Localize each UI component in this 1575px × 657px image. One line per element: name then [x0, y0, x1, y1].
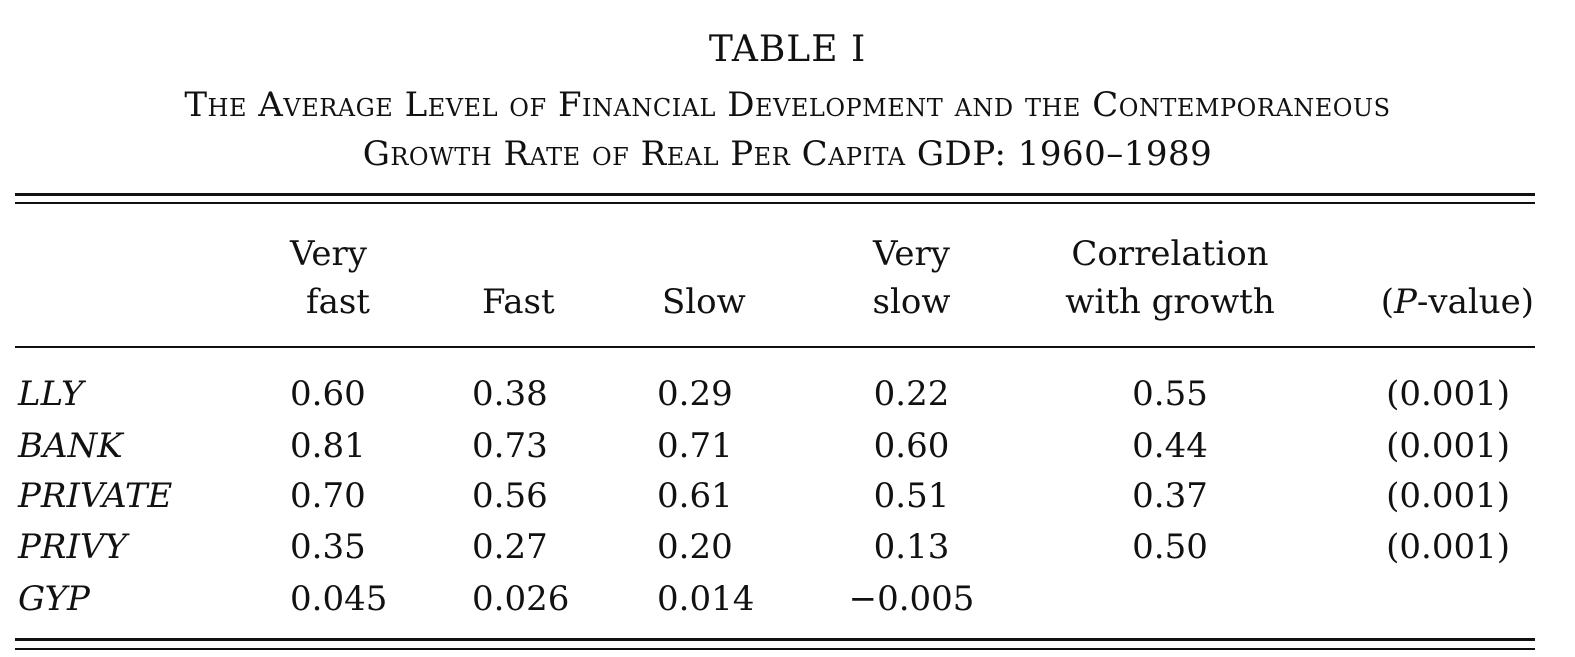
cell-bank-very-fast: 0.81 — [290, 426, 366, 466]
header-correlation-line-2: with growth — [1065, 282, 1275, 322]
cell-privy-p-value: (0.001) — [1386, 527, 1510, 567]
cell-lly-fast: 0.38 — [472, 374, 548, 414]
top-rule-inner — [15, 202, 1535, 204]
table-caption-line-1: The Average Level of Financial Developme… — [184, 85, 1391, 125]
cell-privy-fast: 0.27 — [472, 527, 548, 567]
bottom-rule-outer — [15, 638, 1535, 641]
header-very-slow-line-1: Very — [872, 234, 950, 274]
header-p-value: (P-value) — [1368, 276, 1534, 328]
cell-lly-very-fast: 0.60 — [290, 374, 366, 414]
row-label-bank: BANK — [18, 426, 123, 466]
cell-privy-very-slow: 0.13 — [873, 527, 950, 567]
cell-bank-slow: 0.71 — [657, 426, 733, 466]
cell-bank-very-slow: 0.60 — [873, 426, 950, 466]
header-fast: Fast — [482, 282, 555, 322]
row-label-lly: LLY — [18, 374, 84, 414]
cell-bank-p-value: (0.001) — [1386, 426, 1510, 466]
cell-lly-very-slow: 0.22 — [873, 374, 950, 414]
header-p-value-rest: -value) — [1416, 282, 1534, 322]
cell-lly-slow: 0.29 — [657, 374, 733, 414]
header-very-fast-line-1: Very — [290, 234, 368, 274]
cell-gyp-slow: 0.014 — [657, 579, 755, 619]
row-label-gyp: GYP — [18, 579, 90, 619]
cell-lly-p-value: (0.001) — [1386, 374, 1510, 414]
header-rule — [15, 346, 1535, 348]
top-rule-outer — [15, 193, 1535, 196]
cell-gyp-very-fast: 0.045 — [290, 579, 388, 619]
cell-privy-very-fast: 0.35 — [290, 527, 366, 567]
row-label-privy: PRIVY — [18, 527, 127, 567]
table-label: TABLE I — [708, 29, 867, 70]
cell-private-p-value: (0.001) — [1386, 476, 1510, 516]
cell-bank-fast: 0.73 — [472, 426, 548, 466]
header-correlation-line-1: Correlation — [1071, 234, 1269, 274]
table-caption-line-2: Growth Rate of Real Per Capita GDP: 1960… — [362, 134, 1213, 174]
header-p-value-open: ( — [1380, 282, 1394, 322]
cell-bank-correlation: 0.44 — [1132, 426, 1208, 466]
header-p-value-letter: P — [1393, 282, 1417, 322]
row-label-private: PRIVATE — [18, 476, 173, 516]
header-very-slow-line-2: slow — [872, 282, 951, 322]
cell-lly-correlation: 0.55 — [1132, 374, 1208, 414]
bottom-rule-inner — [15, 648, 1535, 650]
cell-private-very-fast: 0.70 — [290, 476, 366, 516]
cell-private-fast: 0.56 — [472, 476, 548, 516]
cell-privy-slow: 0.20 — [657, 527, 733, 567]
cell-private-correlation: 0.37 — [1132, 476, 1208, 516]
cell-private-slow: 0.61 — [657, 476, 733, 516]
header-slow: Slow — [662, 282, 746, 322]
cell-gyp-fast: 0.026 — [472, 579, 570, 619]
cell-gyp-very-slow: −0.005 — [848, 579, 975, 619]
cell-privy-correlation: 0.50 — [1132, 527, 1208, 567]
header-very-fast-line-2: fast — [306, 282, 370, 322]
cell-private-very-slow: 0.51 — [873, 476, 950, 516]
